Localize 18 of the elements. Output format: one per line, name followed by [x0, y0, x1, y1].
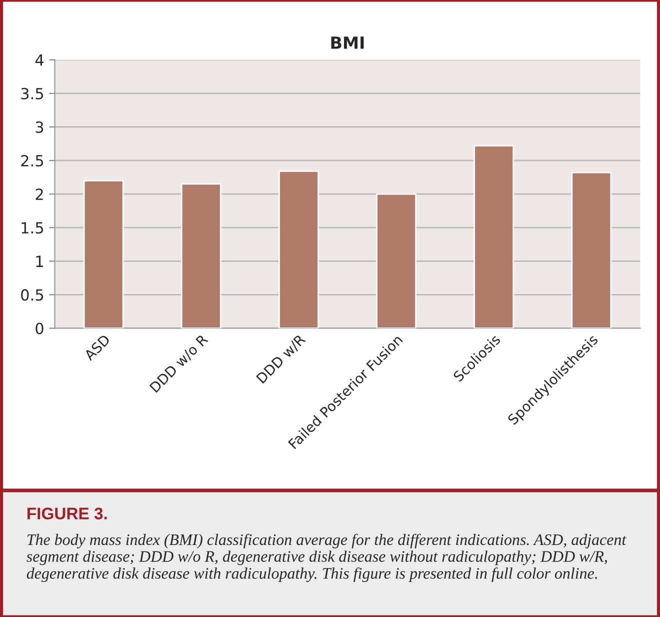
bar [474, 145, 514, 328]
bar [83, 180, 124, 328]
y-tick-label: 2.5 [21, 154, 44, 167]
caption: FIGURE 3. [28, 508, 107, 520]
chart-title: BMI [331, 36, 364, 49]
y-tick-label: 3.5 [21, 88, 44, 100]
y-tick-label: 2 [36, 188, 43, 200]
y-tick-label: 1 [36, 256, 43, 267]
y-tick-label: 0.5 [21, 289, 44, 301]
bar [571, 172, 612, 328]
y-tick-label: 0 [36, 322, 44, 334]
bar [180, 183, 222, 328]
text: The body mass index (BMI) classification average for the different indications. ASD, adjacent segment disease; DDD w/o R, degenerative disk disease without radiculopathy; DDD w/R, degenerative disk disease with radiculopathy. This figure is presented in full color online. [26, 534, 626, 582]
bar [278, 170, 319, 328]
y-tick-label: 3 [36, 121, 44, 133]
y-tick-label: 4 [35, 54, 44, 66]
y-tick-label: 1.5 [22, 222, 44, 234]
bar [376, 193, 416, 328]
